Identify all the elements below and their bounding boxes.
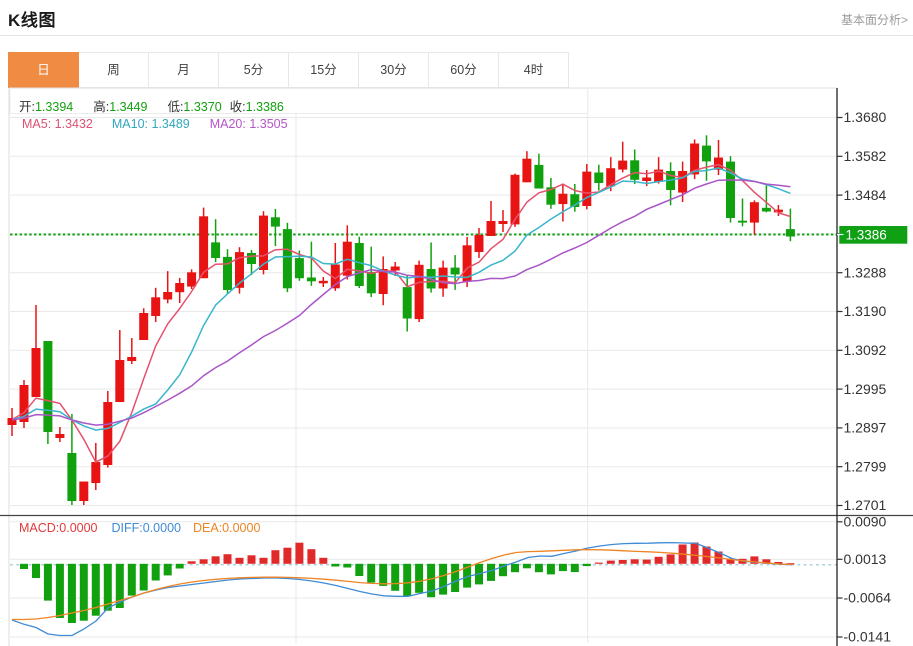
svg-text:0.0013: 0.0013: [844, 551, 887, 567]
svg-text:-0.0064: -0.0064: [844, 590, 892, 606]
svg-text:1.2799: 1.2799: [844, 458, 887, 474]
svg-text:1.3190: 1.3190: [844, 303, 887, 319]
svg-text:1.3680: 1.3680: [844, 109, 887, 125]
svg-text:1.3582: 1.3582: [844, 148, 887, 164]
svg-text:1.2897: 1.2897: [844, 420, 887, 436]
svg-text:-0.0141: -0.0141: [844, 629, 892, 645]
svg-text:0.0090: 0.0090: [844, 514, 887, 530]
svg-text:1.3092: 1.3092: [844, 342, 887, 358]
svg-text:1.2701: 1.2701: [844, 497, 887, 513]
svg-text:1.3484: 1.3484: [844, 187, 887, 203]
svg-text:1.3288: 1.3288: [844, 264, 887, 280]
svg-text:1.3386: 1.3386: [846, 227, 887, 242]
svg-text:1.2995: 1.2995: [844, 381, 887, 397]
